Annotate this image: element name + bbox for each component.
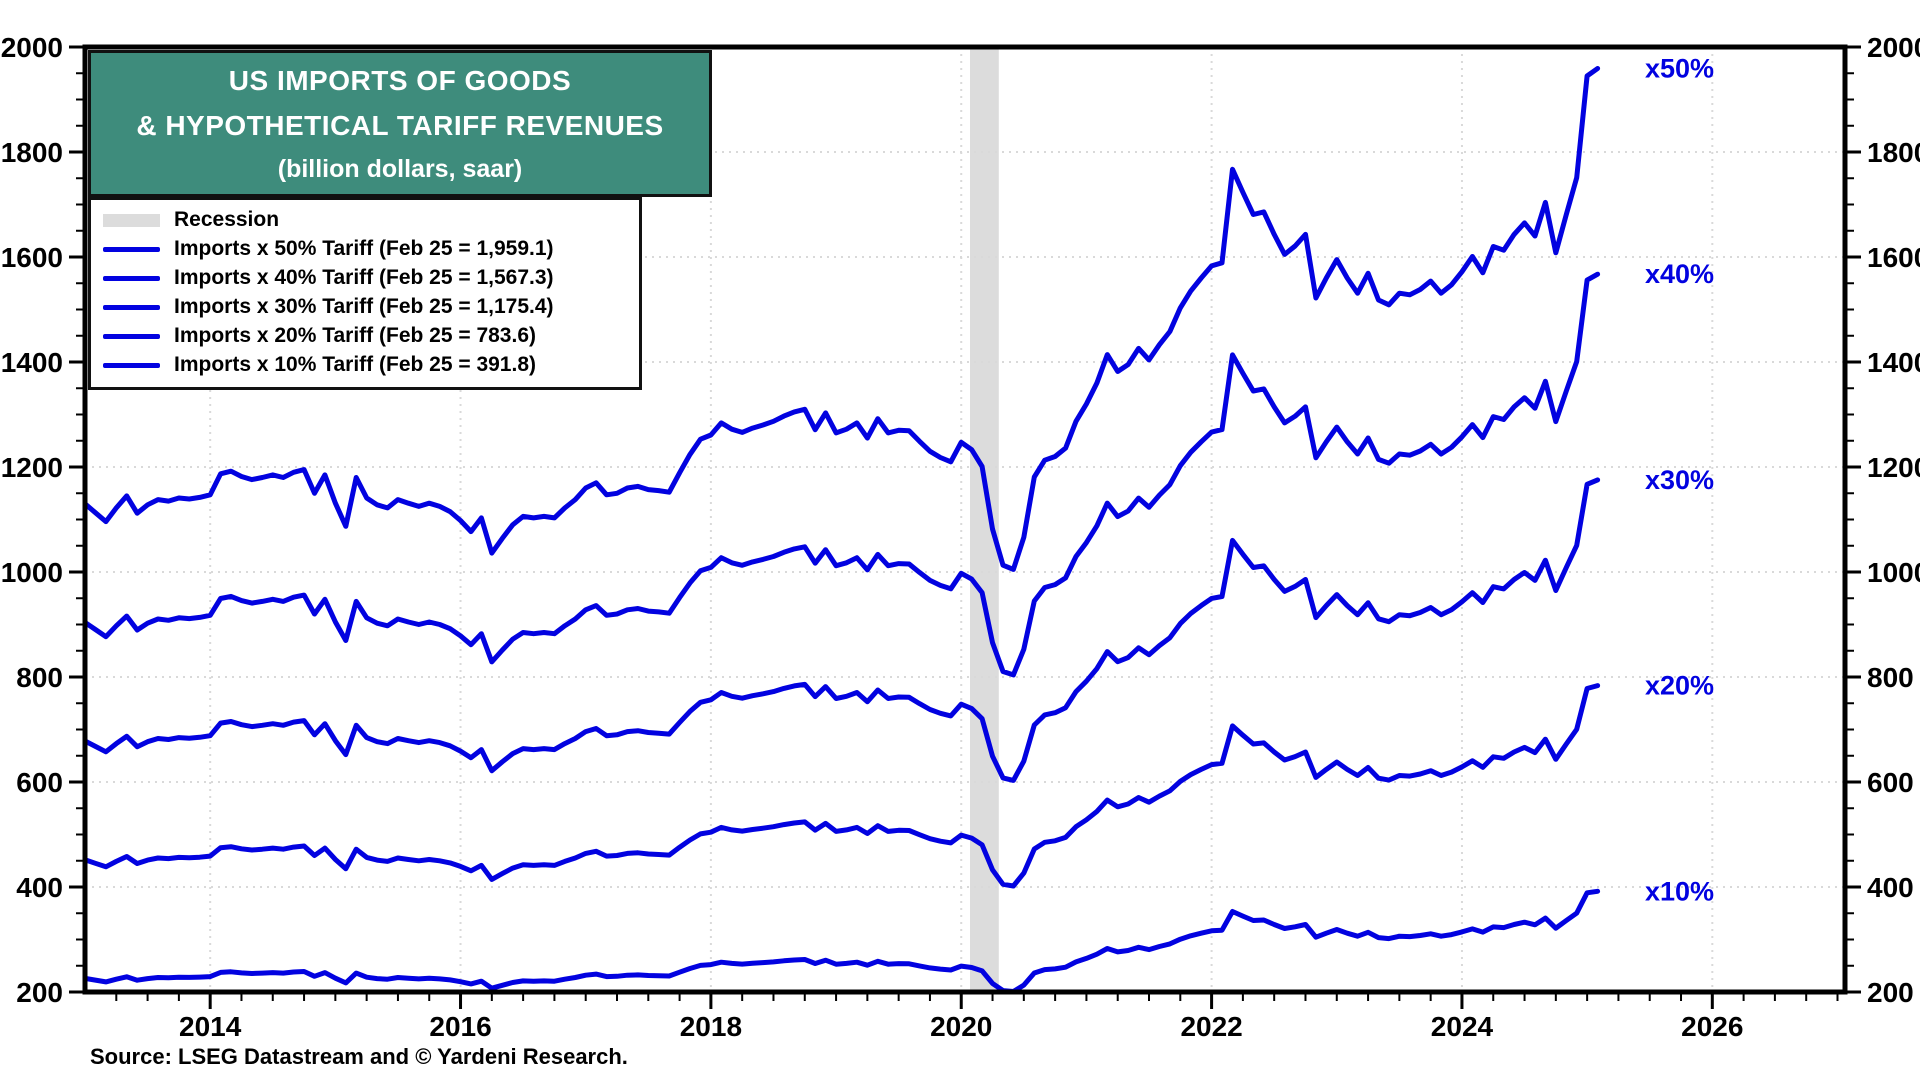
y-axis-label-left: 2000 bbox=[1, 32, 63, 63]
line-swatch-x40 bbox=[103, 275, 160, 281]
y-axis-label-right: 2000 bbox=[1867, 32, 1920, 63]
chart-title-line-3: (billion dollars, saar) bbox=[277, 154, 523, 183]
y-axis-label-right: 1400 bbox=[1867, 347, 1920, 378]
legend-label-recession: Recession bbox=[174, 208, 280, 231]
y-axis-label-left: 800 bbox=[16, 662, 63, 693]
y-axis-label-right: 800 bbox=[1867, 662, 1914, 693]
y-axis-label-right: 1800 bbox=[1867, 137, 1920, 168]
y-axis-label-right: 600 bbox=[1867, 767, 1914, 798]
legend-box: Recession Imports x 50% Tariff (Feb 25 =… bbox=[88, 197, 642, 390]
x-axis-year-label: 2014 bbox=[179, 1011, 242, 1042]
y-axis-label-right: 1600 bbox=[1867, 242, 1920, 273]
plot-frame bbox=[82, 44, 1848, 995]
y-axis-label-left: 600 bbox=[16, 767, 63, 798]
recession-band bbox=[970, 47, 999, 992]
legend-row-x20: Imports x 20% Tariff (Feb 25 = 783.6) bbox=[103, 324, 627, 348]
y-axis-label-left: 1600 bbox=[1, 242, 63, 273]
x-axis-year-label: 2018 bbox=[680, 1011, 742, 1042]
x-axis-year-label: 2020 bbox=[930, 1011, 992, 1042]
y-axis-label-left: 200 bbox=[16, 977, 63, 1008]
series-end-label-x30pct: x30% bbox=[1645, 465, 1714, 495]
x-axis-year-label: 2026 bbox=[1681, 1011, 1743, 1042]
series-line-x30pct bbox=[82, 477, 1601, 783]
y-axis-label-left: 1000 bbox=[1, 557, 63, 588]
source-note: Source: LSEG Datastream and © Yardeni Re… bbox=[90, 1044, 628, 1069]
y-axis-label-right: 400 bbox=[1867, 872, 1914, 903]
legend-label-x40: Imports x 40% Tariff (Feb 25 = 1,567.3) bbox=[174, 266, 554, 289]
series-end-label-x40pct: x40% bbox=[1645, 259, 1714, 289]
legend-row-x30: Imports x 30% Tariff (Feb 25 = 1,175.4) bbox=[103, 295, 627, 319]
chart-title-box: US IMPORTS OF GOODS & HYPOTHETICAL TARIF… bbox=[88, 50, 712, 197]
line-swatch-x10 bbox=[103, 362, 160, 368]
legend-row-recession: Recession bbox=[103, 208, 627, 232]
chart-title-line-2: & HYPOTHETICAL TARIFF REVENUES bbox=[136, 109, 664, 141]
x-axis-year-label: 2022 bbox=[1180, 1011, 1242, 1042]
y-axis-label-left: 1800 bbox=[1, 137, 63, 168]
y-axis-label-right: 200 bbox=[1867, 977, 1914, 1008]
line-swatch-x20 bbox=[103, 333, 160, 339]
line-swatch-x50 bbox=[103, 246, 160, 252]
chart-title-line-1: US IMPORTS OF GOODS bbox=[228, 64, 572, 96]
recession-swatch bbox=[103, 213, 160, 227]
y-axis-label-right: 1000 bbox=[1867, 557, 1920, 588]
series-end-label-x50pct: x50% bbox=[1645, 53, 1714, 83]
series-line-x40pct bbox=[82, 271, 1601, 678]
legend-row-x50: Imports x 50% Tariff (Feb 25 = 1,959.1) bbox=[103, 237, 627, 261]
line-swatch-x30 bbox=[103, 304, 160, 310]
series-line-x10pct bbox=[82, 888, 1601, 994]
series-end-label-x20pct: x20% bbox=[1645, 671, 1714, 701]
y-axis-label-right: 1200 bbox=[1867, 452, 1920, 483]
legend-label-x30: Imports x 30% Tariff (Feb 25 = 1,175.4) bbox=[174, 295, 554, 318]
x-axis-year-label: 2024 bbox=[1431, 1011, 1494, 1042]
series-line-x50pct bbox=[82, 66, 1601, 572]
y-axis-label-left: 400 bbox=[16, 872, 63, 903]
legend-row-x40: Imports x 40% Tariff (Feb 25 = 1,567.3) bbox=[103, 266, 627, 290]
series-end-label-x10pct: x10% bbox=[1645, 876, 1714, 906]
legend-label-x50: Imports x 50% Tariff (Feb 25 = 1,959.1) bbox=[174, 237, 554, 260]
x-axis-year-label: 2016 bbox=[429, 1011, 491, 1042]
y-axis-label-left: 1200 bbox=[1, 452, 63, 483]
legend-label-x10: Imports x 10% Tariff (Feb 25 = 391.8) bbox=[174, 353, 536, 376]
legend-row-x10: Imports x 10% Tariff (Feb 25 = 391.8) bbox=[103, 353, 627, 377]
series-line-x20pct bbox=[82, 683, 1601, 889]
y-axis-label-left: 1400 bbox=[1, 347, 63, 378]
legend-label-x20: Imports x 20% Tariff (Feb 25 = 783.6) bbox=[174, 324, 536, 347]
